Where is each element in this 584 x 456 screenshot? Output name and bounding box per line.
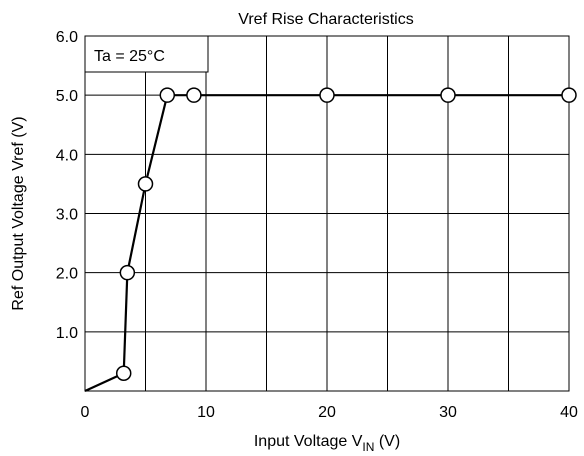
y-axis-label: Ref Output Voltage Vref (V): [10, 116, 27, 310]
data-point: [561, 87, 577, 103]
x-axis-label-unit: (V): [374, 433, 400, 450]
y-tick-labels: 1.0 2.0 3.0 4.0 5.0 6.0: [56, 29, 78, 342]
y-tick-label: 2.0: [56, 266, 78, 283]
annotation-box: [84, 35, 209, 73]
x-axis-label: Input Voltage VIN (V): [254, 433, 400, 454]
y-tick-label: 3.0: [56, 207, 78, 224]
data-point: [115, 365, 132, 381]
data-point: [186, 87, 202, 103]
series-vref: [84, 87, 577, 392]
x-tick-labels: 0 10 20 30 40: [81, 404, 578, 421]
plot-frame: [84, 35, 570, 392]
data-point: [119, 264, 136, 281]
x-tick-label: 30: [439, 404, 457, 421]
x-tick-label: 10: [197, 404, 215, 421]
y-tick-label: 4.0: [56, 147, 78, 164]
temperature-annotation: Ta = 25°C: [94, 48, 165, 65]
data-point: [159, 87, 176, 103]
y-tick-label: 1.0: [56, 325, 78, 342]
chart-title: Vref Rise Characteristics: [238, 11, 413, 28]
x-axis-label-main: Input Voltage V: [254, 433, 363, 450]
x-tick-label: 0: [81, 404, 90, 421]
x-axis-label-subscript: IN: [362, 440, 374, 454]
data-point: [319, 87, 335, 103]
data-point: [440, 87, 456, 103]
data-point: [137, 176, 154, 192]
x-tick-label: 20: [318, 404, 336, 421]
y-tick-label: 6.0: [56, 29, 78, 46]
y-tick-label: 5.0: [56, 88, 78, 105]
x-tick-label: 40: [560, 404, 578, 421]
